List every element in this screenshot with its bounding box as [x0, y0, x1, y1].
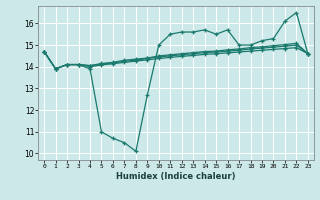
X-axis label: Humidex (Indice chaleur): Humidex (Indice chaleur) [116, 172, 236, 181]
